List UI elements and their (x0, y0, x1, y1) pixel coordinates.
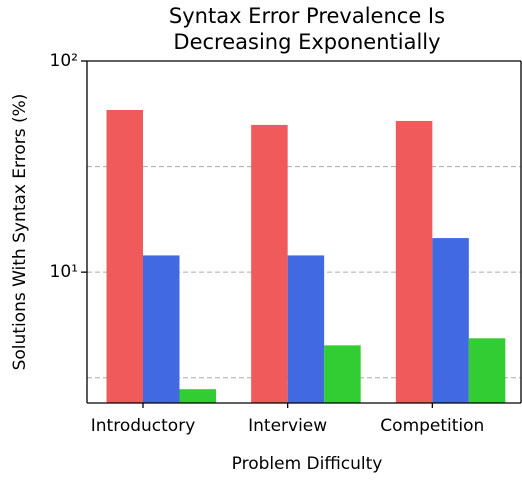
y-tick-label: 10¹ (50, 262, 78, 282)
x-tick-label: Competition (380, 416, 484, 436)
chart-title: Decreasing Exponentially (173, 30, 440, 54)
x-tick-label: Interview (248, 416, 327, 436)
bar (179, 389, 216, 403)
chart-title: Syntax Error Prevalence Is (169, 4, 445, 28)
bar (143, 255, 180, 403)
bar (251, 124, 288, 404)
bar (432, 238, 469, 403)
bar (287, 255, 325, 403)
x-axis-label: Problem Difficulty (232, 454, 383, 474)
y-tick-label: 10² (50, 51, 78, 71)
bar (324, 345, 361, 403)
y-axis-label: Solutions With Syntax Errors (%) (10, 94, 30, 371)
x-tick-label: Introductory (91, 416, 196, 436)
bar (468, 338, 506, 403)
bar (106, 110, 143, 403)
bar (395, 120, 433, 403)
